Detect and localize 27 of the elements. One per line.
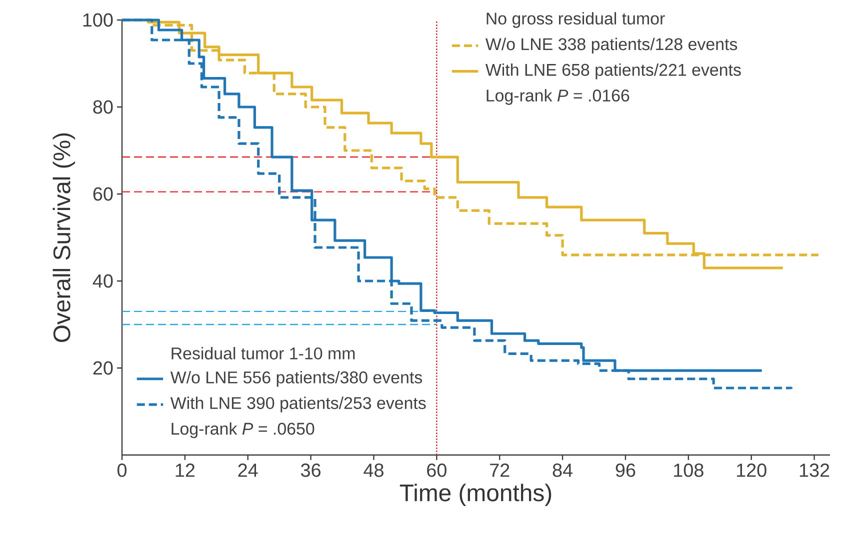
x-tick-label: 84	[552, 464, 573, 477]
legend-label: W/o LNE 556 patients/380 events	[170, 370, 422, 387]
legend-label: With LNE 390 patients/253 events	[170, 396, 426, 412]
x-tick-label: 132	[800, 464, 830, 477]
annotation: No gross residual tumor	[486, 12, 665, 28]
x-tick-label: 108	[674, 464, 704, 477]
annotation: Log-rank P = .0166	[486, 89, 630, 105]
x-tick-label: 48	[364, 464, 384, 477]
x-tick-label: 0	[117, 464, 127, 477]
y-tick-label: 60	[93, 187, 113, 201]
x-axis-title: Time (months)	[400, 484, 552, 506]
legend-label: With LNE 658 patients/221 events	[485, 63, 741, 80]
x-tick-label: 24	[238, 464, 258, 477]
x-tick-label: 36	[300, 464, 320, 477]
x-tick-label: 120	[736, 464, 766, 477]
annotation: Log-rank P = .0650	[172, 422, 314, 438]
y-tick-label: 100	[83, 13, 113, 27]
x-tick-label: 60	[427, 464, 446, 477]
y-axis-title: Overall Survival (%)	[52, 133, 76, 342]
y-tick-label: 20	[93, 361, 113, 375]
y-tick-label: 40	[92, 274, 113, 288]
x-tick-label: 72	[490, 464, 510, 477]
y-tick-label: 80	[93, 100, 113, 114]
annotation: Residual tumor 1-10 mm	[172, 347, 355, 360]
legend-label: W/o LNE 338 patients/128 events	[485, 38, 738, 54]
x-tick-label: 12	[176, 464, 195, 477]
x-tick-label: 96	[616, 464, 636, 477]
